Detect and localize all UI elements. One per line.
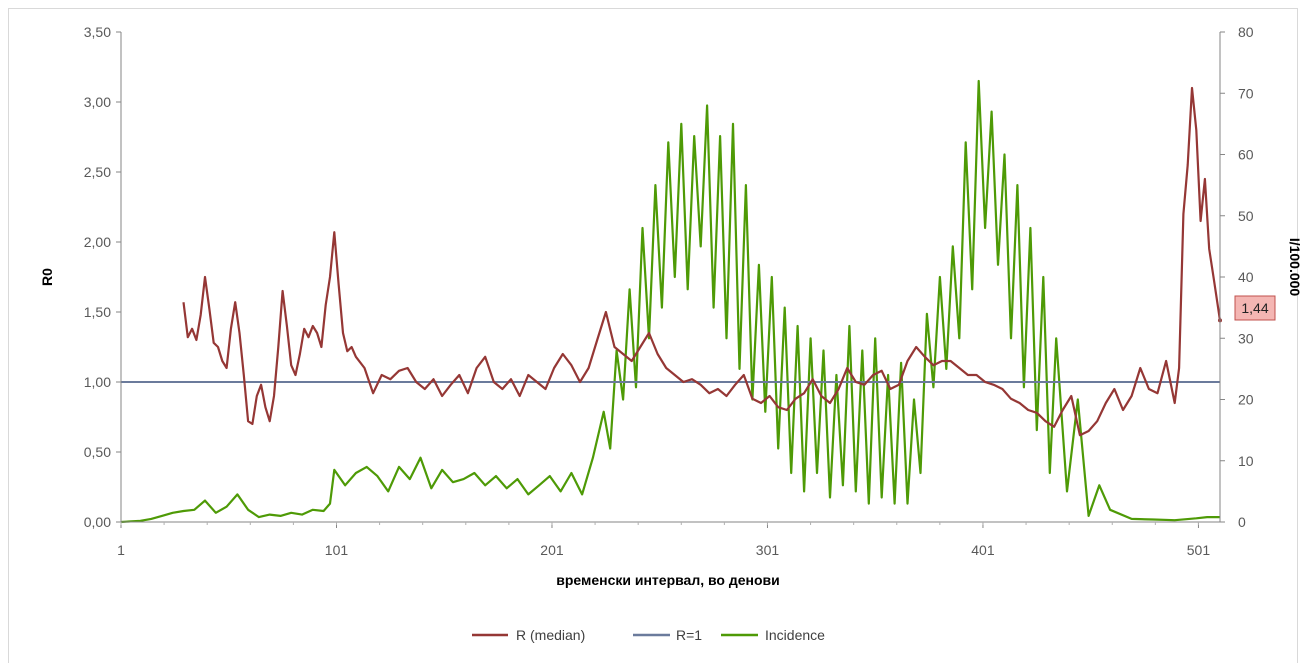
legend-label-r1: R=1	[676, 627, 702, 643]
value-callout-text: 1,44	[1241, 300, 1268, 316]
x-tick-label: 401	[971, 542, 995, 558]
y-axis-left-title: R0	[39, 268, 55, 286]
y-axis-right-title: I/100.000	[1287, 238, 1303, 297]
y-right-tick-label: 40	[1238, 269, 1254, 285]
y-left-tick-label: 0,00	[84, 514, 111, 530]
axes-layer	[120, 32, 1221, 523]
x-tick-label: 201	[540, 542, 564, 558]
legend-label-r-median: R (median)	[516, 627, 585, 643]
value-callout-box	[1234, 295, 1276, 321]
value-callout: 1,44	[1234, 295, 1276, 321]
y-right-tick-label: 10	[1238, 453, 1254, 469]
ticks-layer: 0,00 0,50 1,00 1,50 2,00 2,50 3,00 3,50 0 10 20 30 4…	[84, 24, 1254, 558]
series-line-incidence	[120, 79, 1220, 524]
y-right-tick-label: 0	[1238, 514, 1246, 530]
y-left-tick-label: 2,50	[84, 164, 111, 180]
legend-label-incidence: Incidence	[765, 627, 825, 643]
y-left-tick-label: 2,00	[84, 234, 111, 250]
x-tick-label: 301	[756, 542, 780, 558]
x-tick-label: 501	[1187, 542, 1211, 558]
y-right-tick-label: 70	[1238, 85, 1254, 101]
series-layer	[120, 79, 1222, 524]
x-axis-title: временски интервал, во денови	[556, 572, 780, 588]
y-left-tick-label: 3,00	[84, 94, 111, 110]
y-right-tick-label: 80	[1238, 24, 1254, 40]
series-line-r-median	[182, 86, 1222, 437]
y-right-tick-label: 60	[1238, 147, 1254, 163]
y-right-tick-label: 20	[1238, 392, 1254, 408]
y-left-tick-label: 0,50	[84, 444, 111, 460]
chart-frame	[8, 8, 1298, 663]
y-right-tick-label: 50	[1238, 208, 1254, 224]
x-tick-label: 1	[117, 542, 125, 558]
legend: R (median) R=1 Incidence	[472, 627, 825, 643]
y-right-tick-label: 30	[1238, 330, 1254, 346]
y-left-tick-label: 1,50	[84, 304, 111, 320]
y-left-tick-label: 3,50	[84, 24, 111, 40]
y-left-tick-label: 1,00	[84, 374, 111, 390]
x-tick-label: 101	[325, 542, 349, 558]
